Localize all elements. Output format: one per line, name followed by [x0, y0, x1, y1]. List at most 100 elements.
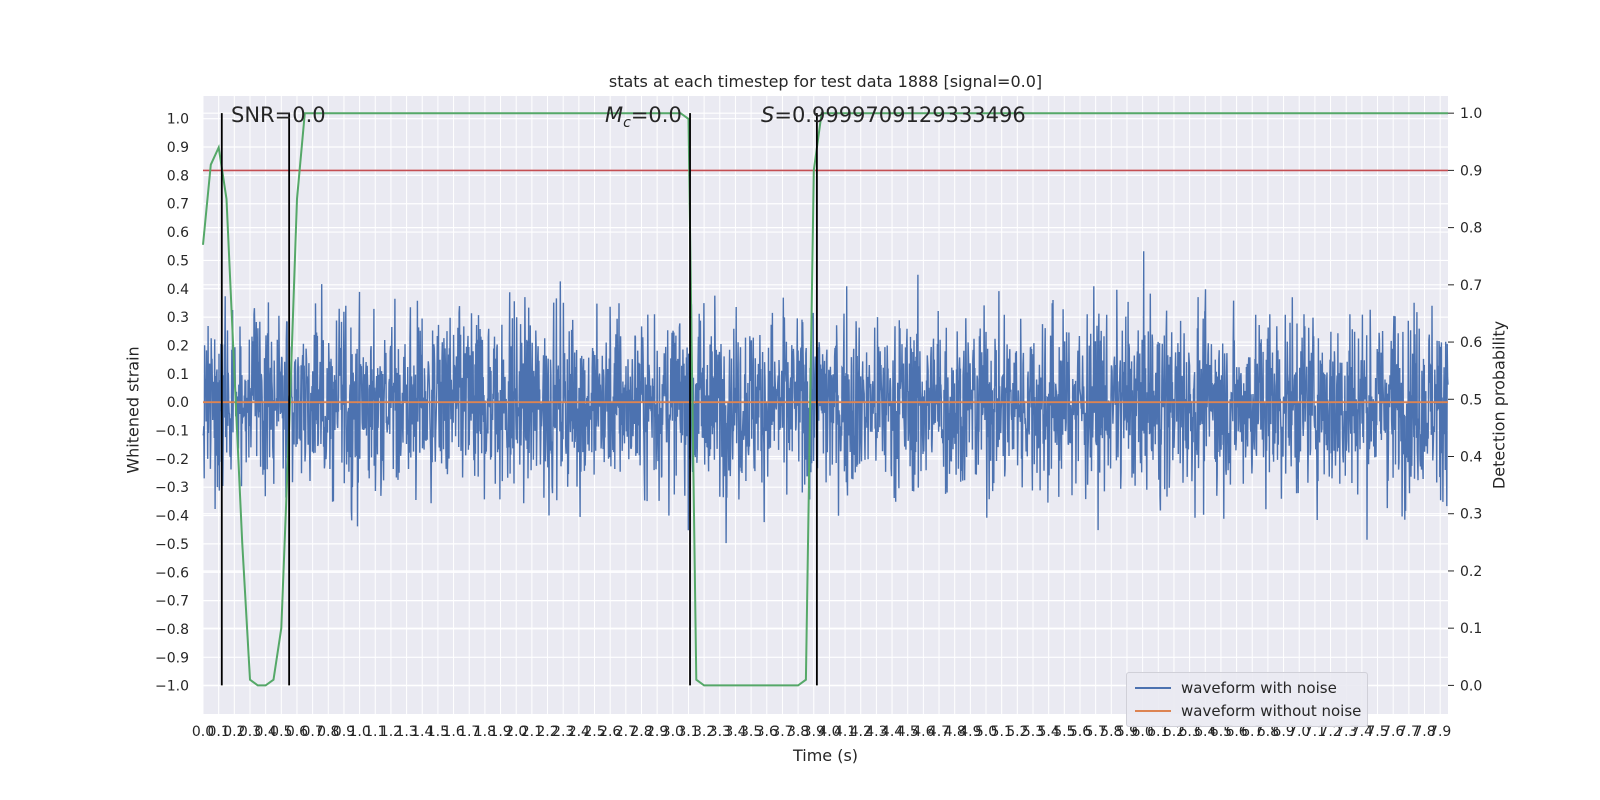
x-tick-label: 2.4 [568, 724, 590, 740]
x-tick-label: 7.6 [1382, 724, 1404, 740]
x-tick-label: 3.5 [740, 724, 762, 740]
x-tick-label: 1.5 [427, 724, 449, 740]
x-tick-label: 6.5 [1210, 724, 1232, 740]
x-tick-label: 4.1 [834, 724, 856, 740]
y-axis-right-ticks: 0.0 0.1 0.2 0.3 0.4 0.5 0.6 0.7 0.8 0.9 1.0 [1448, 106, 1482, 694]
x-tick-label: 6.1 [1147, 724, 1169, 740]
chart-title: stats at each timestep for test data 188… [608, 72, 1043, 91]
mc-annotation: Mc=0.0 [605, 103, 682, 131]
y-left-tick-label: −0.1 [155, 424, 189, 440]
x-tick-label: 6.6 [1225, 724, 1247, 740]
legend-swatch-clean [1135, 710, 1171, 712]
mc-symbol: M [605, 103, 624, 127]
x-tick-label: 1.0 [348, 724, 370, 740]
x-tick-label: 5.5 [1053, 724, 1075, 740]
x-tick-label: 5.0 [975, 724, 997, 740]
y-right-tick-label: 0.1 [1460, 621, 1482, 637]
y-right-tick-label: 0.3 [1460, 507, 1482, 523]
x-tick-label: 2.2 [536, 724, 558, 740]
x-tick-label: 1.4 [411, 724, 433, 740]
x-tick-label: 3.2 [693, 724, 715, 740]
x-tick-label: 0.0 [192, 724, 214, 740]
x-tick-label: 6.2 [1163, 724, 1185, 740]
x-tick-label: 5.1 [991, 724, 1013, 740]
y-axis-right-label: Detection probability [1489, 320, 1509, 490]
x-tick-label: 4.0 [818, 724, 840, 740]
x-tick-label: 6.0 [1131, 724, 1153, 740]
y-left-tick-label: −0.7 [155, 594, 189, 610]
y-right-tick-label: 0.7 [1460, 278, 1482, 294]
x-tick-label: 3.9 [803, 724, 825, 740]
x-tick-label: 2.9 [646, 724, 668, 740]
y-left-tick-label: 0.4 [167, 282, 189, 298]
y-right-tick-label: 0.6 [1460, 335, 1482, 351]
x-tick-label: 3.7 [771, 724, 793, 740]
x-tick-label: 0.3 [239, 724, 261, 740]
y-left-tick-label: 0.7 [167, 197, 189, 213]
mc-value: =0.0 [630, 103, 682, 127]
waveform-noise-trace [202, 251, 1449, 544]
x-tick-label: 6.4 [1194, 724, 1216, 740]
x-tick-label: 0.4 [255, 724, 277, 740]
mc-subscript: c [623, 115, 631, 132]
x-tick-label: 0.7 [301, 724, 323, 740]
x-tick-label: 2.7 [615, 724, 637, 740]
y-left-tick-label: 0.5 [167, 253, 189, 269]
x-axis-ticks: 0.00.10.20.30.40.50.60.70.80.91.01.11.21… [192, 724, 1451, 740]
x-tick-label: 4.2 [850, 724, 872, 740]
y-left-tick-label: −0.2 [155, 452, 189, 468]
y-left-tick-label: −0.8 [155, 622, 189, 638]
x-tick-label: 5.9 [1116, 724, 1138, 740]
y-right-tick-label: 0.9 [1460, 163, 1482, 179]
x-tick-label: 4.6 [912, 724, 934, 740]
y-right-tick-label: 0.4 [1460, 450, 1482, 466]
x-tick-label: 1.2 [380, 724, 402, 740]
y-left-tick-label: −0.3 [155, 480, 189, 496]
x-tick-label: 5.4 [1038, 724, 1060, 740]
legend: waveform with noise waveform without noi… [1126, 672, 1368, 727]
y-left-tick-label: 0.2 [167, 338, 189, 354]
x-tick-label: 4.3 [865, 724, 887, 740]
x-tick-label: 5.2 [1006, 724, 1028, 740]
x-tick-label: 7.9 [1429, 724, 1451, 740]
x-tick-label: 3.6 [756, 724, 778, 740]
y-right-tick-label: 0.2 [1460, 564, 1482, 580]
x-tick-label: 7.0 [1288, 724, 1310, 740]
x-tick-label: 6.7 [1241, 724, 1263, 740]
x-tick-label: 7.7 [1398, 724, 1420, 740]
legend-entry-noise: waveform with noise [1135, 678, 1337, 698]
x-tick-label: 2.6 [599, 724, 621, 740]
y-right-tick-label: 0.0 [1460, 678, 1482, 694]
series-waveform-with-noise [202, 251, 1449, 544]
x-tick-label: 4.5 [897, 724, 919, 740]
x-tick-label: 1.1 [364, 724, 386, 740]
x-tick-label: 7.2 [1319, 724, 1341, 740]
y-left-tick-label: 0.8 [167, 168, 189, 184]
x-tick-label: 5.8 [1100, 724, 1122, 740]
x-tick-label: 3.1 [677, 724, 699, 740]
x-tick-label: 4.8 [944, 724, 966, 740]
series-detection-probability [202, 112, 1448, 687]
x-tick-label: 1.3 [395, 724, 417, 740]
x-tick-label: 6.8 [1257, 724, 1279, 740]
s-value: =0.9999709129333496 [774, 103, 1026, 127]
x-tick-label: 2.0 [505, 724, 527, 740]
y-axis-left-ticks: −1.0 −0.9 −0.8 −0.7 −0.6 −0.5 −0.4 −0.3 −0.2 −0.1… [155, 112, 189, 695]
x-tick-label: 1.8 [474, 724, 496, 740]
y-right-tick-label: 0.8 [1460, 221, 1482, 237]
x-tick-label: 7.3 [1335, 724, 1357, 740]
x-tick-label: 0.2 [223, 724, 245, 740]
y-right-tick-label: 0.5 [1460, 392, 1482, 408]
y-left-tick-label: 0.6 [167, 225, 189, 241]
x-tick-label: 1.7 [458, 724, 480, 740]
y-left-tick-label: 1.0 [167, 112, 189, 128]
y-left-tick-label: 0.1 [167, 367, 189, 383]
y-left-tick-label: −0.4 [155, 509, 189, 525]
legend-label-noise: waveform with noise [1181, 679, 1337, 697]
x-tick-label: 0.1 [208, 724, 230, 740]
x-tick-label: 2.5 [583, 724, 605, 740]
y-left-tick-label: 0.0 [167, 395, 189, 411]
x-tick-label: 0.6 [286, 724, 308, 740]
x-tick-label: 4.7 [928, 724, 950, 740]
